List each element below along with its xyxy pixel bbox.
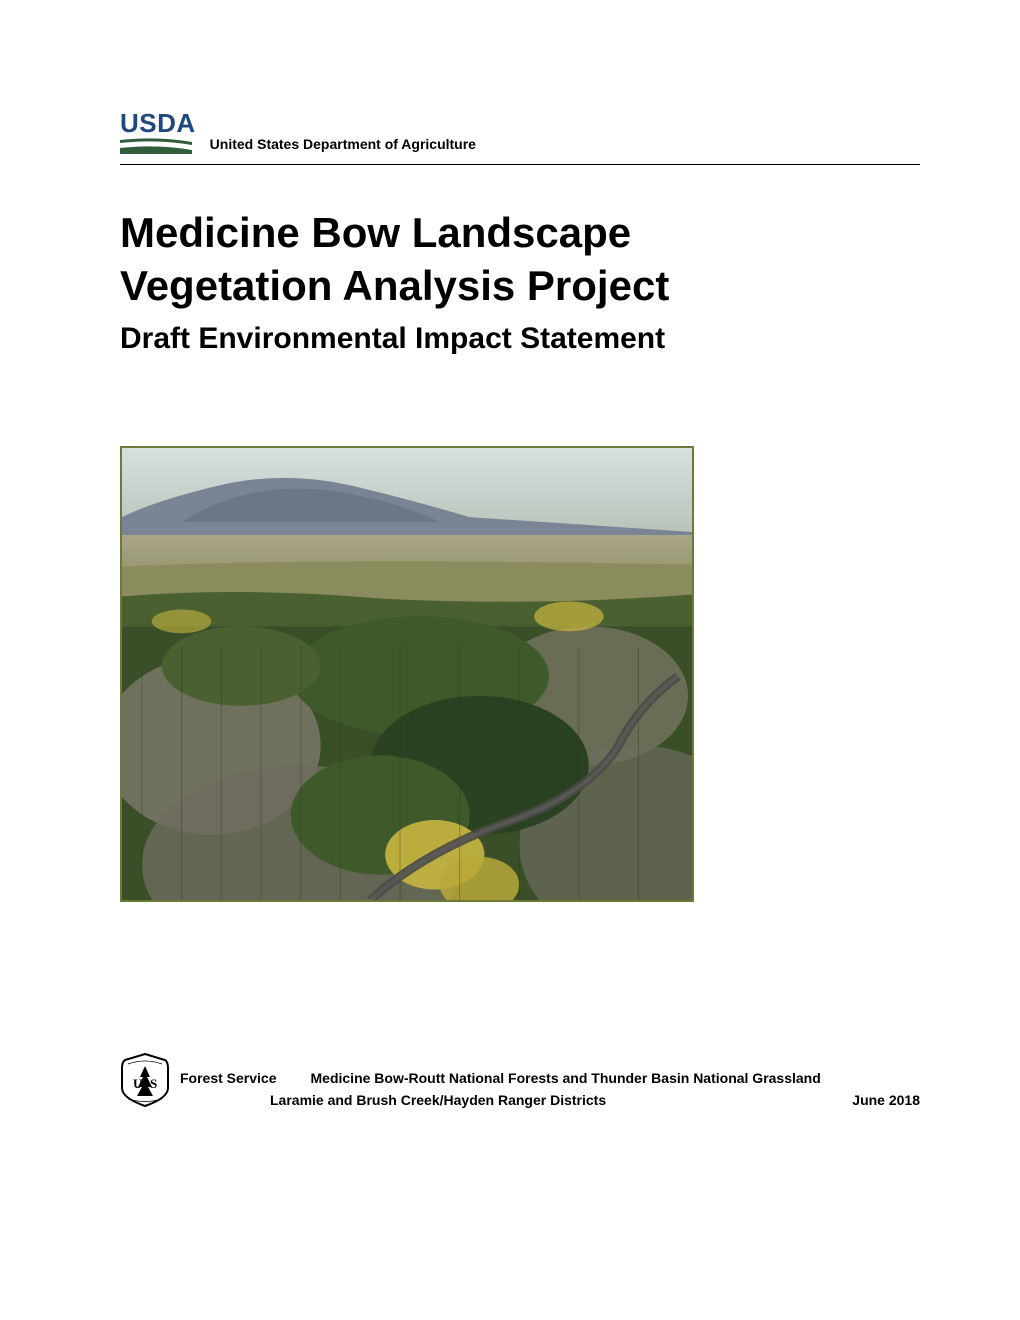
usda-logo-text: USDA — [120, 110, 196, 136]
document-title: Medicine Bow Landscape Vegetation Analys… — [120, 207, 920, 312]
footer-forests: Medicine Bow-Routt National Forests and … — [311, 1070, 821, 1086]
footer-agency: Forest Service — [180, 1070, 277, 1086]
forest-service-shield-icon: U S — [120, 1052, 170, 1108]
title-line1: Medicine Bow Landscape — [120, 209, 631, 256]
usda-logo: USDA — [120, 110, 196, 154]
footer-date: June 2018 — [852, 1092, 920, 1108]
footer-text: Forest Service Medicine Bow-Routt Nation… — [180, 1070, 920, 1108]
usda-swoosh-icon — [120, 138, 192, 154]
document-subtitle: Draft Environmental Impact Statement — [120, 322, 920, 356]
cover-photo — [120, 446, 694, 902]
footer-districts: Laramie and Brush Creek/Hayden Ranger Di… — [270, 1092, 606, 1108]
document-header: USDA United States Department of Agricul… — [120, 110, 920, 165]
department-label: United States Department of Agriculture — [210, 136, 476, 154]
document-footer: U S Forest Service Medicine Bow-Routt Na… — [120, 1052, 920, 1108]
title-line2: Vegetation Analysis Project — [120, 262, 669, 309]
svg-text:U: U — [133, 1076, 143, 1091]
svg-text:S: S — [150, 1076, 157, 1091]
title-block: Medicine Bow Landscape Vegetation Analys… — [120, 207, 920, 356]
